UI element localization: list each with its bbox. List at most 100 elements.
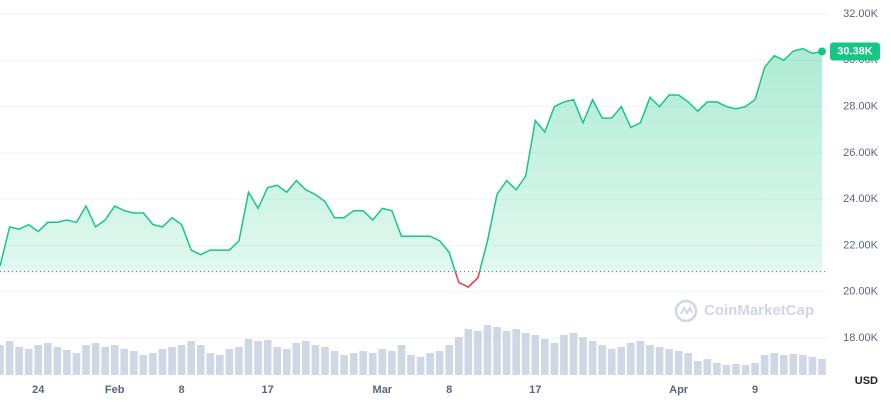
y-tick-label: 26.00K (843, 147, 879, 159)
volume-bar (321, 347, 329, 375)
watermark-logo (674, 299, 698, 323)
volume-bar (713, 363, 721, 375)
volume-bar (110, 345, 119, 375)
volume-bar (388, 351, 396, 375)
volume-bar (397, 345, 406, 375)
volume-bar (655, 347, 664, 375)
volume-bar (149, 353, 157, 375)
volume-bar (177, 345, 186, 375)
volume-bar (474, 331, 482, 375)
volume-bar (818, 359, 826, 375)
volume-bar (722, 365, 731, 375)
volume-bar (82, 345, 90, 375)
x-tick-label: Apr (669, 384, 689, 396)
volume-bar (454, 337, 463, 375)
y-tick-label: 24.00K (843, 193, 879, 205)
volume-bar (799, 355, 807, 375)
volume-bar (5, 341, 14, 375)
volume-bar (292, 343, 301, 375)
current-pill (830, 42, 880, 61)
volume-bar (674, 351, 683, 375)
volume-bar (273, 347, 282, 375)
volume-bar (445, 345, 454, 375)
volume-bar (703, 359, 712, 375)
volume-bar (550, 343, 559, 375)
x-tick-label: 9 (752, 384, 758, 396)
volume-bar (808, 357, 817, 375)
volume-bar (407, 355, 415, 375)
volume-bar (378, 349, 387, 375)
volume-bar (302, 341, 310, 375)
volume-bar (560, 335, 568, 375)
x-tick-label: 8 (179, 384, 185, 396)
volume-bar (187, 341, 195, 375)
volume-bar (368, 353, 377, 375)
volume-bar (579, 337, 587, 375)
volume-bar (512, 329, 520, 375)
current-dot (818, 47, 826, 56)
volume-bar (0, 345, 4, 375)
volume-bar (760, 355, 769, 375)
volume-bar (770, 353, 779, 375)
volume-bar (340, 355, 348, 375)
volume-bar (216, 355, 224, 375)
volume-bar (779, 355, 788, 375)
x-tick-label: 8 (446, 384, 452, 396)
x-tick-label: Mar (373, 384, 393, 396)
volume-bar (43, 343, 52, 375)
y-tick-label: 22.00K (843, 239, 879, 251)
volume-bar (617, 347, 626, 375)
volume-bar (168, 347, 176, 375)
volume-bar (464, 329, 473, 375)
volume-bar (311, 345, 320, 375)
volume-bar (63, 350, 71, 375)
x-tick-label: 24 (32, 384, 45, 396)
volume-bar (349, 353, 358, 375)
volume-bar (72, 353, 81, 375)
volume-bar (540, 339, 549, 375)
currency-label: USD (855, 375, 878, 387)
volume-bar (732, 364, 740, 375)
volume-bar (693, 361, 702, 375)
volume-bar (101, 347, 109, 375)
volume-bar (359, 351, 368, 375)
volume-bar (330, 351, 339, 375)
volume-bar (531, 335, 540, 375)
y-tick-label: 28.00K (843, 100, 879, 112)
volume-bar (225, 349, 234, 375)
volume-bar (158, 349, 167, 375)
x-tick-label: Feb (105, 384, 125, 396)
current-price-label: 30.38K (837, 45, 873, 57)
volume-bar (741, 365, 750, 375)
volume-bar (282, 349, 291, 375)
volume-bar (483, 325, 492, 375)
volume-bar (254, 341, 262, 375)
volume-bar (263, 340, 272, 375)
y-tick-label: 32.00K (843, 8, 879, 20)
volume-bar (684, 353, 693, 375)
volume-bar (751, 363, 759, 375)
x-tick-label: 17 (529, 384, 541, 396)
volume-bar (588, 341, 597, 375)
y-tick-label: 18.00K (843, 332, 879, 344)
watermark: CoinMarketCap (704, 302, 814, 319)
volume-bar (521, 333, 530, 375)
volume-bar (15, 347, 23, 375)
x-tick-label: 17 (262, 384, 274, 396)
volume-bar (129, 351, 138, 375)
volume-bar (426, 353, 434, 375)
volume-bar (569, 333, 578, 375)
volume-bar (435, 351, 444, 375)
volume-bar (636, 341, 645, 375)
volume-bar (789, 354, 798, 375)
volume-bar (493, 327, 501, 375)
volume-bar (607, 349, 616, 375)
volume-bar (34, 345, 43, 375)
volume-bar (24, 349, 33, 375)
volume-bar (139, 355, 148, 375)
volume-bar (646, 345, 654, 375)
volume-bar (91, 343, 100, 375)
volume-bar (206, 353, 215, 375)
price-area (0, 48, 822, 272)
